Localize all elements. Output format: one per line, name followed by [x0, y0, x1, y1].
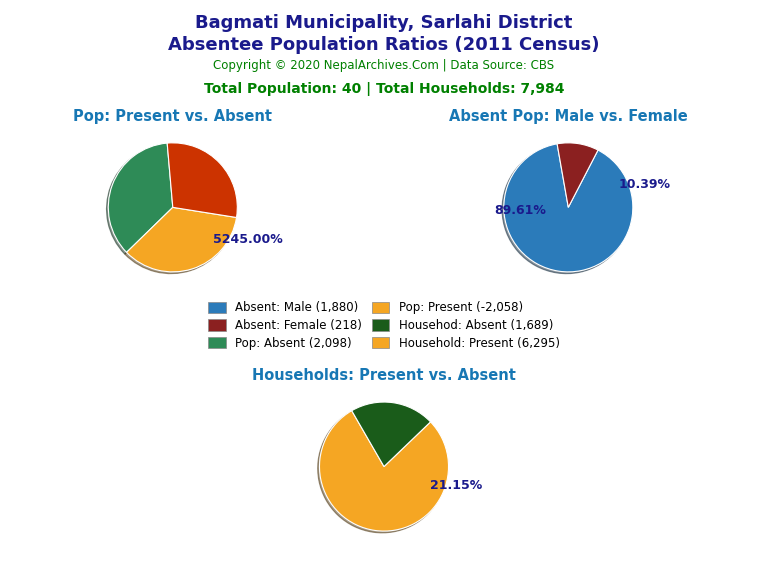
Wedge shape: [167, 143, 237, 218]
Title: Households: Present vs. Absent: Households: Present vs. Absent: [252, 369, 516, 384]
Wedge shape: [504, 144, 633, 272]
Text: Absentee Population Ratios (2011 Census): Absentee Population Ratios (2011 Census): [168, 36, 600, 54]
Text: Bagmati Municipality, Sarlahi District: Bagmati Municipality, Sarlahi District: [195, 14, 573, 32]
Text: Copyright © 2020 NepalArchives.Com | Data Source: CBS: Copyright © 2020 NepalArchives.Com | Dat…: [214, 59, 554, 73]
Wedge shape: [108, 143, 173, 252]
Title: Absent Pop: Male vs. Female: Absent Pop: Male vs. Female: [449, 109, 687, 124]
Wedge shape: [352, 402, 431, 467]
Text: 21.15%: 21.15%: [430, 479, 483, 492]
Title: Pop: Present vs. Absent: Pop: Present vs. Absent: [73, 109, 273, 124]
Text: Total Population: 40 | Total Households: 7,984: Total Population: 40 | Total Households:…: [204, 82, 564, 96]
Text: 10.39%: 10.39%: [619, 178, 670, 191]
Text: 89.61%: 89.61%: [494, 204, 546, 217]
Text: 5245.00%: 5245.00%: [213, 233, 283, 246]
Wedge shape: [127, 207, 237, 272]
Text: 78.85%: 78.85%: [0, 575, 1, 576]
Wedge shape: [557, 143, 598, 207]
Legend: Absent: Male (1,880), Absent: Female (218), Pop: Absent (2,098), Pop: Present (-: Absent: Male (1,880), Absent: Female (21…: [204, 297, 564, 354]
Wedge shape: [319, 411, 449, 531]
